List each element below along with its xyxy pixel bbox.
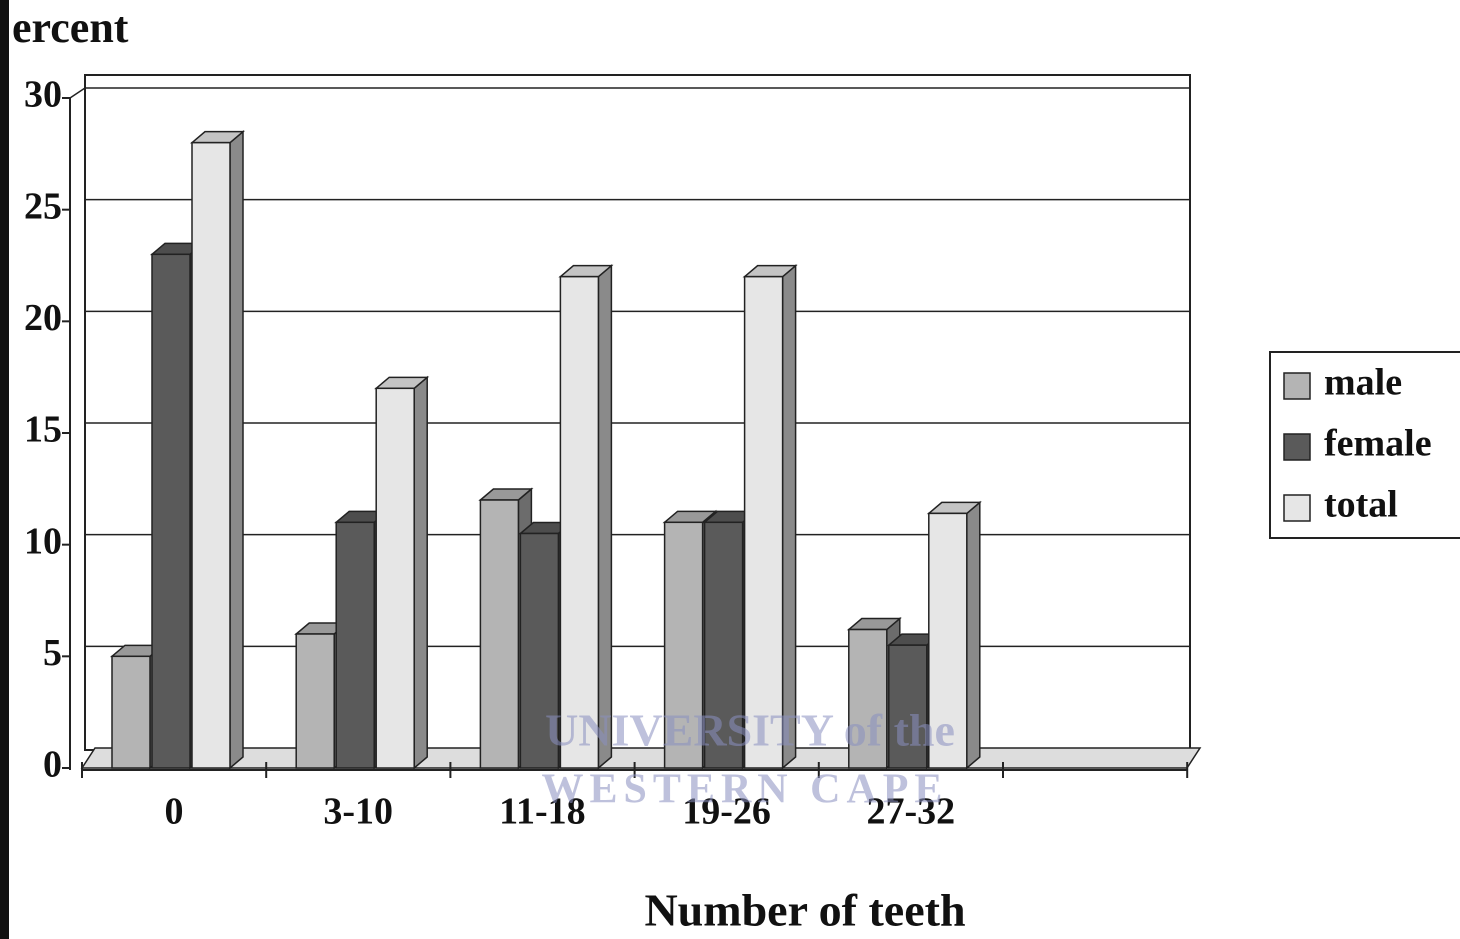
- bar: [743, 275, 784, 769]
- y-tick-label: 15: [24, 409, 62, 451]
- x-axis-title: Number of teeth: [644, 885, 965, 936]
- bar-side: [781, 264, 797, 770]
- y-tick-label: 10: [24, 520, 62, 562]
- bar: [191, 141, 231, 769]
- bar: [479, 499, 520, 769]
- bar: [151, 253, 191, 769]
- y-tick-label: 25: [24, 185, 62, 227]
- back-wall: [84, 74, 1191, 751]
- y-tick-label: 20: [24, 297, 62, 339]
- bar-side: [597, 264, 613, 770]
- bar: [295, 633, 335, 769]
- bar: [928, 512, 968, 769]
- plot-walls: [69, 74, 1202, 771]
- bar: [519, 532, 560, 769]
- scan-edge: [0, 0, 9, 939]
- bar-side: [413, 375, 428, 770]
- bar: [848, 628, 888, 769]
- y-tick-label: 30: [24, 74, 62, 116]
- x-tick-label: 3-10: [323, 791, 393, 833]
- y-tick-label: 0: [43, 744, 62, 786]
- legend-label: total: [1324, 484, 1398, 526]
- bar: [375, 387, 415, 769]
- legend-label: male: [1324, 362, 1402, 404]
- x-tick-label: 19-26: [682, 791, 771, 833]
- x-tick-label: 27-32: [866, 791, 955, 833]
- bar-side: [966, 500, 981, 770]
- legend-label: female: [1324, 423, 1432, 465]
- watermark: WESTERN CAPE: [542, 767, 949, 813]
- y-tick-label: 5: [43, 632, 62, 674]
- wall-edge: [69, 87, 86, 99]
- legend-swatch: [1283, 494, 1311, 522]
- bar: [559, 275, 600, 769]
- x-tick-label: 11-18: [499, 791, 586, 833]
- legend-swatch: [1283, 372, 1311, 400]
- watermark: UNIVERSITY of the: [545, 705, 955, 756]
- bar: [703, 521, 744, 769]
- y-axis-title: ercent: [12, 3, 129, 52]
- bar-side: [229, 130, 244, 770]
- x-tick-label: 0: [165, 791, 184, 833]
- bar: [335, 521, 375, 769]
- bar: [111, 655, 151, 769]
- bar: [888, 644, 928, 769]
- bar: [663, 521, 704, 769]
- legend-swatch: [1283, 433, 1311, 461]
